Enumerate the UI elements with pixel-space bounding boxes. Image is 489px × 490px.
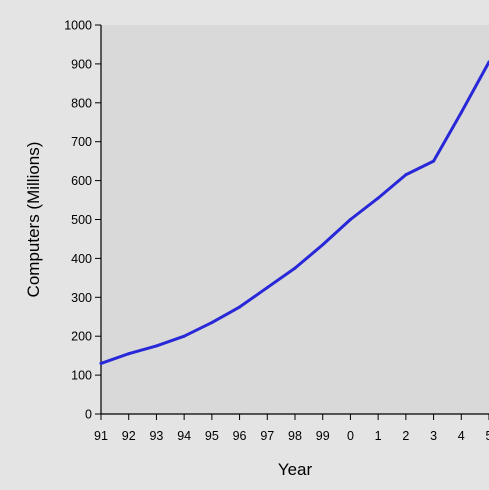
- data-point: [265, 286, 269, 290]
- data-point: [154, 344, 158, 348]
- x-tick-label: 0: [347, 429, 354, 443]
- x-tick-label: 99: [316, 429, 330, 443]
- data-point: [293, 266, 297, 270]
- x-tick-label: 5: [486, 429, 489, 443]
- y-axis: 0 100 200 300 400 500 600 700 800 900 1000: [64, 19, 102, 422]
- y-tick-label: 500: [71, 213, 92, 227]
- data-point: [127, 352, 131, 356]
- data-point: [404, 173, 408, 177]
- data-point: [376, 196, 380, 200]
- data-point: [321, 243, 325, 247]
- y-tick-label: 200: [71, 330, 92, 344]
- x-tick-label: 95: [205, 429, 219, 443]
- x-tick-label: 97: [260, 429, 274, 443]
- data-point: [348, 218, 352, 221]
- series-layer: [99, 60, 489, 365]
- x-tick-label: 91: [94, 429, 108, 443]
- y-tick-label: 1000: [64, 19, 92, 33]
- data-point: [210, 321, 214, 325]
- y-tick-label: 0: [85, 408, 92, 422]
- x-tick-label: 93: [149, 429, 163, 443]
- data-point: [182, 334, 186, 338]
- y-tick-label: 100: [71, 369, 92, 383]
- y-tick-label: 600: [71, 174, 92, 188]
- x-axis-title: Year: [278, 460, 313, 479]
- x-axis: 91 92 93 94 95 96 97 98 99 0 1 2 3 4 5: [94, 413, 489, 443]
- y-tick-label: 800: [71, 96, 92, 110]
- y-tick-label: 700: [71, 135, 92, 149]
- x-tick-label: 92: [122, 429, 136, 443]
- x-tick-label: 1: [375, 429, 382, 443]
- y-axis-title: Computers (Millions): [24, 142, 43, 298]
- x-tick-label: 96: [233, 429, 247, 443]
- x-tick-label: 4: [458, 429, 465, 443]
- x-tick-label: 94: [177, 429, 191, 443]
- data-point: [432, 159, 436, 163]
- plot-area: [101, 25, 489, 414]
- x-tick-label: 2: [402, 429, 409, 443]
- y-tick-label: 300: [71, 291, 92, 305]
- y-tick-label: 400: [71, 252, 92, 266]
- x-tick-label: 98: [288, 429, 302, 443]
- data-point: [459, 111, 463, 115]
- x-tick-label: 3: [430, 429, 437, 443]
- data-point: [238, 305, 242, 309]
- data-point: [99, 361, 103, 365]
- y-tick-label: 900: [71, 57, 92, 71]
